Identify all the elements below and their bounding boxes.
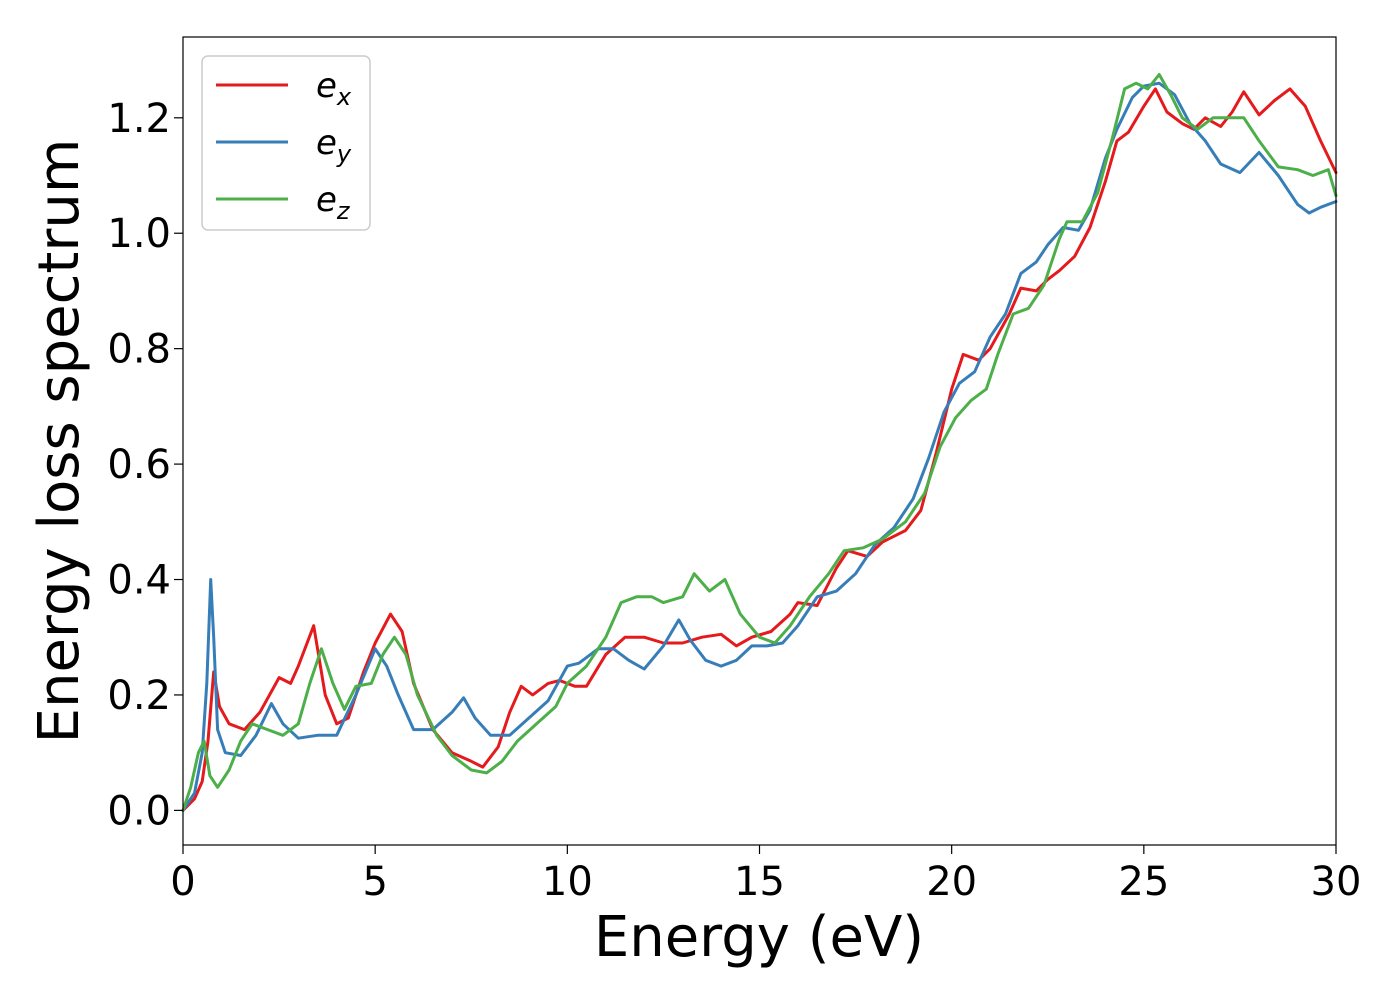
y-tick-label: 1.0 [107, 211, 171, 257]
y-tick-label: 0.4 [107, 558, 171, 604]
y-tick-label: 1.2 [107, 96, 171, 142]
x-axis: 0 5 10 15 20 25 30 [170, 845, 1361, 905]
y-tick-label: 0.0 [107, 788, 171, 834]
legend-label-e-z: ez [316, 180, 351, 225]
x-tick-label: 10 [542, 859, 593, 905]
legend-label-e-y: ey [316, 123, 352, 168]
x-tick-label: 0 [170, 859, 195, 905]
series-line-e-y [181, 81, 1338, 812]
series-layer [181, 73, 1338, 812]
series-line-e-x [181, 87, 1338, 812]
x-tick-label: 20 [926, 859, 977, 905]
x-tick-label: 30 [1311, 859, 1362, 905]
y-tick-label: 0.8 [107, 327, 171, 373]
y-tick-label: 0.2 [107, 673, 171, 719]
y-axis: 0.0 0.2 0.4 0.6 0.8 1.0 1.2 [107, 96, 183, 834]
x-tick-label: 5 [362, 859, 387, 905]
x-tick-label: 15 [734, 859, 785, 905]
y-tick-label: 0.6 [107, 442, 171, 488]
legend-label-e-x: ex [316, 66, 352, 111]
series-line-e-z [181, 73, 1338, 812]
y-axis-label: Energy loss spectrum [27, 139, 92, 744]
x-axis-label: Energy (eV) [594, 905, 924, 970]
x-tick-label: 25 [1118, 859, 1169, 905]
legend: ex ey ez [201, 55, 371, 231]
